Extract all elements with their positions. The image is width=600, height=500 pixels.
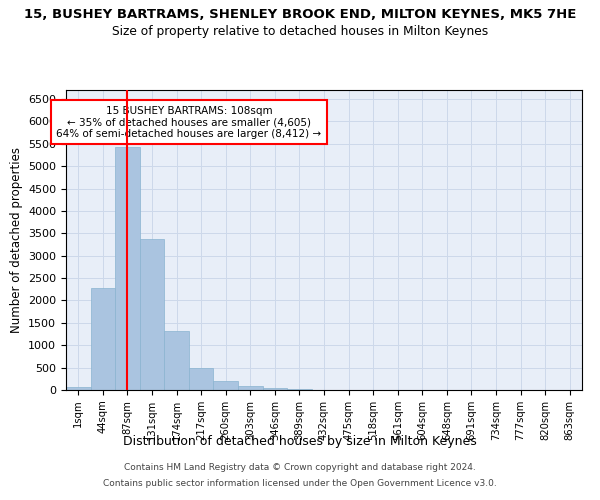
Bar xyxy=(189,368,214,390)
Bar xyxy=(263,388,287,390)
Text: Size of property relative to detached houses in Milton Keynes: Size of property relative to detached ho… xyxy=(112,25,488,38)
Y-axis label: Number of detached properties: Number of detached properties xyxy=(10,147,23,333)
Bar xyxy=(238,386,263,390)
Text: Contains public sector information licensed under the Open Government Licence v3: Contains public sector information licen… xyxy=(103,478,497,488)
Bar xyxy=(164,332,189,390)
Bar xyxy=(287,388,312,390)
Bar xyxy=(91,288,115,390)
Text: Contains HM Land Registry data © Crown copyright and database right 2024.: Contains HM Land Registry data © Crown c… xyxy=(124,464,476,472)
Bar xyxy=(214,382,238,390)
Bar xyxy=(140,238,164,390)
Bar xyxy=(115,148,140,390)
Bar xyxy=(66,387,91,390)
Text: 15, BUSHEY BARTRAMS, SHENLEY BROOK END, MILTON KEYNES, MK5 7HE: 15, BUSHEY BARTRAMS, SHENLEY BROOK END, … xyxy=(24,8,576,20)
Text: Distribution of detached houses by size in Milton Keynes: Distribution of detached houses by size … xyxy=(123,435,477,448)
Text: 15 BUSHEY BARTRAMS: 108sqm
← 35% of detached houses are smaller (4,605)
64% of s: 15 BUSHEY BARTRAMS: 108sqm ← 35% of deta… xyxy=(56,106,322,139)
